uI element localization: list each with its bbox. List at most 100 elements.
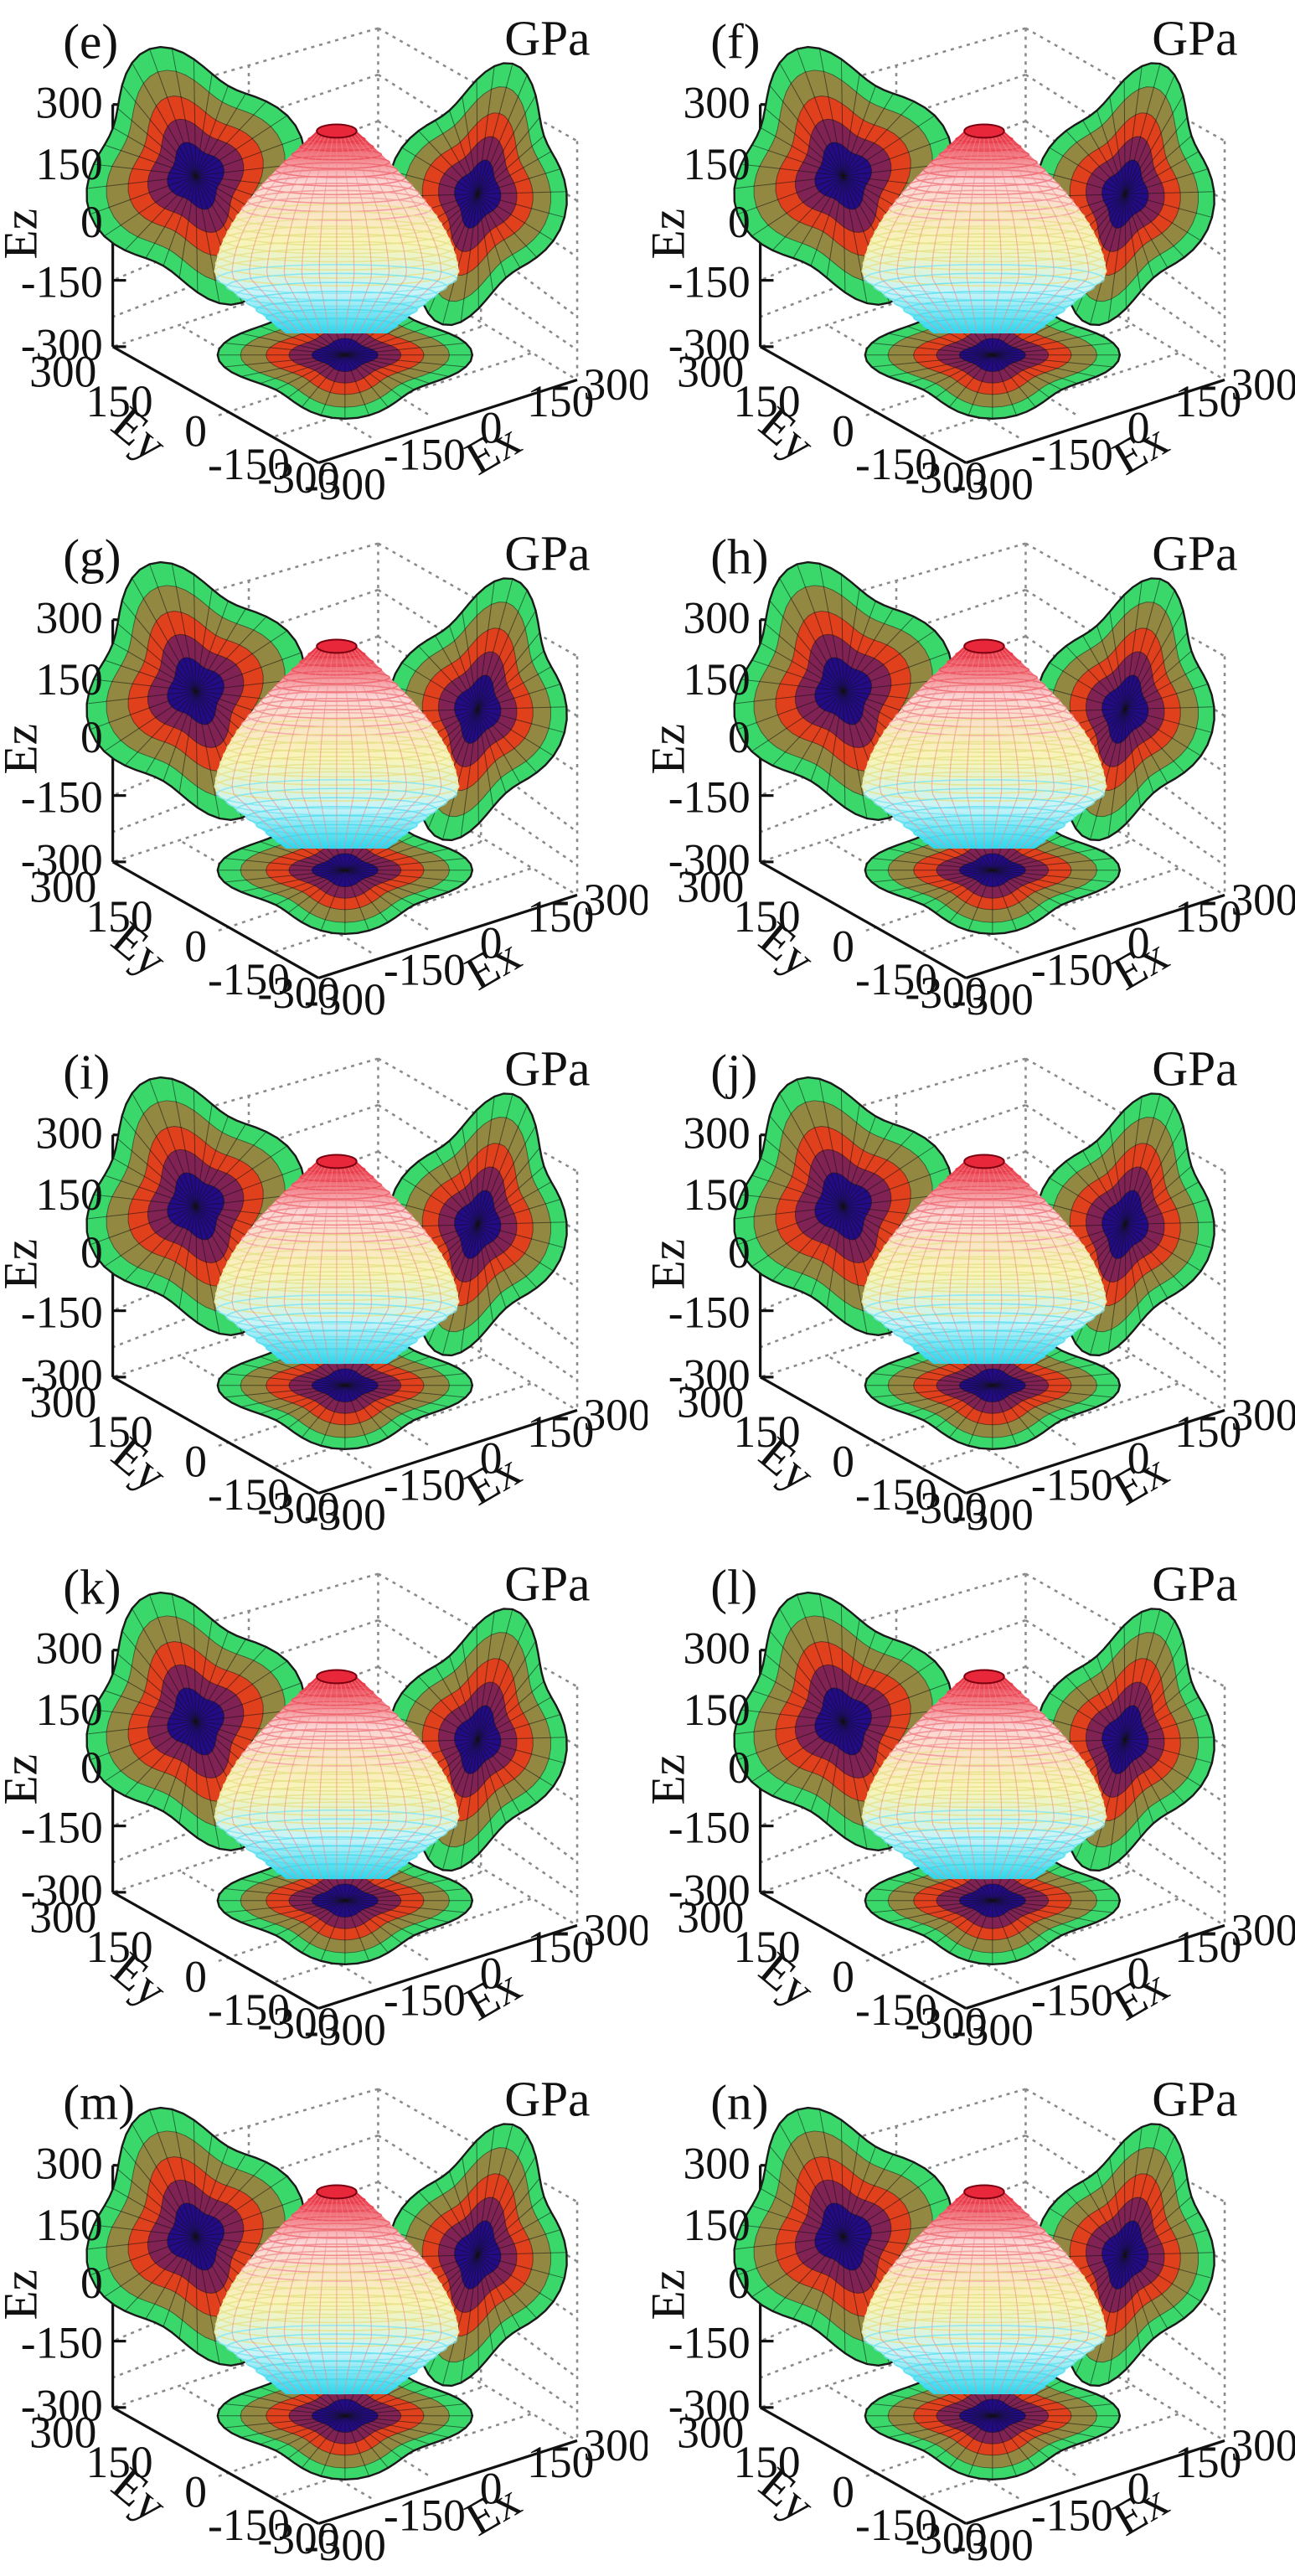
x-tick-label: 150: [527, 891, 594, 942]
x-axis-label: Ex: [1104, 1443, 1177, 1515]
panel-k: 3001500-150-3003001500-150-300-300-15001…: [0, 1556, 648, 2055]
panel-content: 3001500-150-3003001500-150-300-300-15001…: [0, 525, 648, 1025]
modulus-surface: [861, 123, 1107, 334]
y-tick-label: 300: [29, 2407, 96, 2457]
y-tick-label: 300: [29, 1892, 96, 1942]
y-tick-label: 150: [733, 891, 800, 942]
z-tick-label: 0: [80, 712, 103, 762]
x-tick-label: 300: [1231, 359, 1295, 410]
y-tick-label: 0: [832, 1437, 854, 1487]
modulus-surface: [214, 638, 460, 849]
panel-content: 3001500-150-3003001500-150-300-300-15001…: [0, 2071, 648, 2570]
x-tick-label: 150: [1174, 376, 1241, 426]
z-tick-label: 300: [684, 78, 751, 128]
y-tick-label: 0: [184, 1437, 207, 1487]
z-axis-label: Ez: [0, 1239, 48, 1290]
z-tick-label: 300: [36, 1624, 103, 1674]
unit-label: GPa: [504, 1040, 590, 1096]
x-tick-label: 300: [1231, 1390, 1295, 1440]
x-axis-label: Ex: [457, 928, 529, 1000]
x-axis-label: Ex: [1104, 413, 1177, 485]
x-tick-label: 0: [480, 2464, 503, 2514]
x-tick-label: -150: [1031, 1975, 1113, 2025]
x-tick-label: -300: [952, 1489, 1034, 1540]
z-tick-label: -150: [21, 2317, 103, 2367]
panel-content: 3001500-150-3003001500-150-300-300-15001…: [0, 10, 648, 509]
x-tick-label: 150: [1174, 1922, 1241, 1972]
panel-label: (i): [63, 1044, 110, 1099]
panel-label: (e): [63, 13, 118, 69]
x-tick-label: -150: [1031, 429, 1113, 479]
x-tick-label: -150: [384, 429, 466, 479]
y-tick-label: 150: [733, 1922, 800, 1972]
x-tick-label: 300: [583, 359, 648, 410]
z-tick-label: -150: [21, 1802, 103, 1852]
x-tick-label: -150: [384, 944, 466, 994]
z-tick-label: 300: [36, 78, 103, 128]
unit-label: GPa: [504, 10, 590, 65]
panel-g: 3001500-150-3003001500-150-300-300-15001…: [0, 525, 648, 1025]
x-axis-label: Ex: [457, 1443, 529, 1515]
x-tick-label: -300: [304, 974, 386, 1025]
z-tick-label: 0: [80, 2258, 103, 2308]
z-tick-label: -300: [668, 320, 751, 370]
z-tick-label: 300: [684, 593, 751, 643]
z-tick-label: 300: [36, 1108, 103, 1159]
y-tick-label: -300: [257, 1483, 339, 1533]
x-tick-label: -300: [304, 459, 386, 509]
x-tick-label: 300: [583, 1905, 648, 1955]
z-axis-label: Ez: [0, 2269, 48, 2320]
y-tick-label: 0: [184, 406, 207, 457]
modulus-surface: [861, 638, 1107, 849]
z-tick-label: 0: [80, 1742, 103, 1793]
x-axis-label: Ex: [1104, 2474, 1177, 2546]
panel-i: 3001500-150-3003001500-150-300-300-15001…: [0, 1040, 648, 1540]
panel-label: (m): [63, 2074, 135, 2129]
unit-label: GPa: [1152, 525, 1237, 581]
z-tick-label: -150: [668, 772, 751, 822]
y-tick-label: -150: [855, 1469, 937, 1520]
z-tick-label: 0: [728, 2258, 751, 2308]
unit-label: GPa: [504, 2071, 590, 2126]
panel-m: 3001500-150-3003001500-150-300-300-15001…: [0, 2071, 648, 2570]
x-tick-label: 0: [1127, 1433, 1150, 1484]
x-tick-label: 150: [527, 376, 594, 426]
y-tick-label: -300: [257, 1998, 339, 2048]
x-axis-label: Ex: [457, 1959, 529, 2031]
x-tick-label: 0: [1127, 1949, 1150, 1999]
y-tick-label: -300: [257, 2513, 339, 2563]
x-tick-label: -150: [1031, 944, 1113, 994]
z-tick-label: 0: [728, 712, 751, 762]
panel-label: (j): [710, 1044, 757, 1099]
y-tick-label: 150: [733, 1407, 800, 1457]
z-tick-label: 0: [728, 1227, 751, 1278]
z-tick-label: -150: [668, 2317, 751, 2367]
z-tick-label: 0: [728, 1742, 751, 1793]
y-tick-label: -300: [905, 2513, 987, 2563]
x-tick-label: 150: [1174, 1407, 1241, 1457]
y-tick-label: -150: [208, 439, 290, 489]
modulus-surface: [214, 1669, 460, 1880]
z-tick-label: -300: [21, 2381, 103, 2431]
y-tick-label: -300: [905, 968, 987, 1018]
y-tick-label: 150: [85, 1922, 152, 1972]
y-tick-label: 300: [29, 1376, 96, 1427]
y-tick-label: 300: [677, 1892, 744, 1942]
y-tick-label: -150: [855, 439, 937, 489]
modulus-surface: [214, 2184, 460, 2395]
x-tick-label: 0: [1127, 403, 1150, 453]
y-tick-label: -300: [257, 452, 339, 503]
projection-left: [733, 1076, 953, 1336]
unit-label: GPa: [504, 1556, 590, 1611]
x-tick-label: 300: [583, 2420, 648, 2470]
x-tick-label: -300: [952, 2520, 1034, 2570]
z-tick-label: 300: [684, 1624, 751, 1674]
y-tick-label: 0: [184, 1952, 207, 2002]
z-tick-label: 150: [684, 654, 751, 705]
modulus-surface: [214, 123, 460, 334]
y-tick-label: 0: [832, 1952, 854, 2002]
panel-label: (h): [710, 529, 768, 584]
y-tick-label: 300: [677, 1376, 744, 1427]
panel-content: 3001500-150-3003001500-150-300-300-15001…: [0, 1040, 648, 1540]
